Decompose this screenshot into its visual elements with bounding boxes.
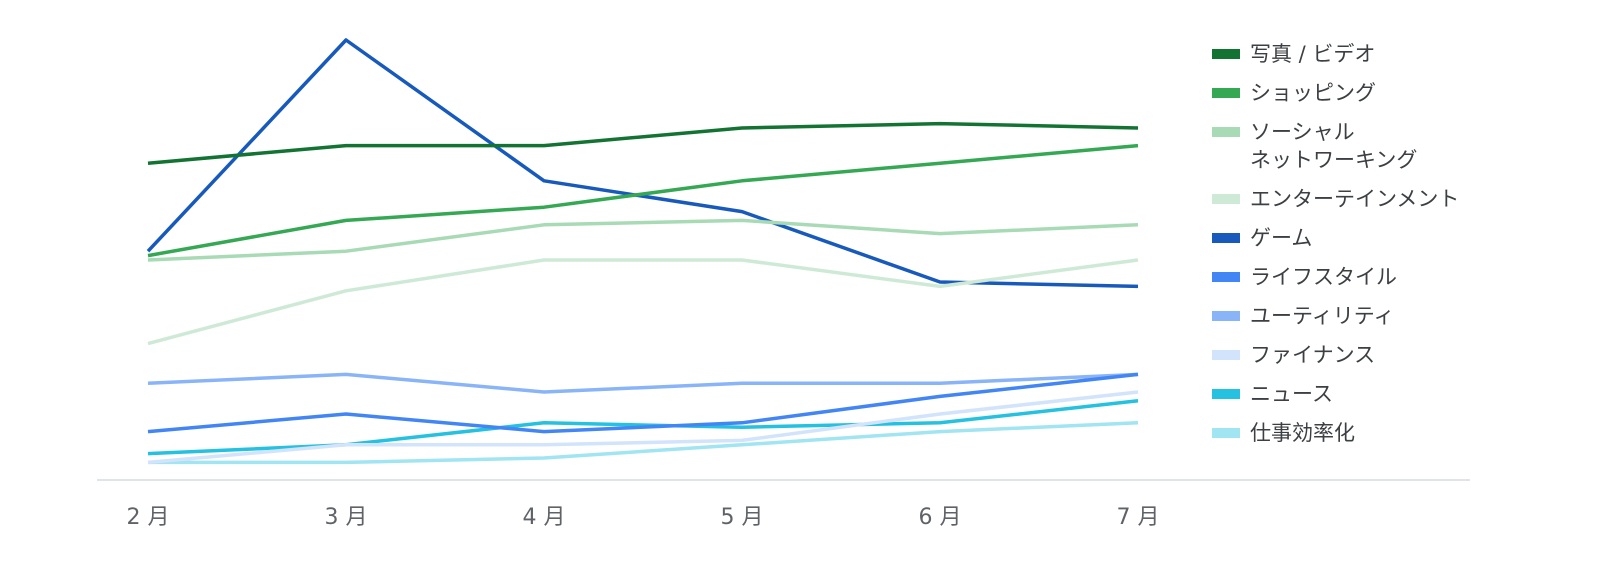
legend-item[interactable]: ニュース: [1212, 380, 1459, 408]
series-line: [147, 218, 1139, 262]
legend: 写真 / ビデオ ショッピングソーシャル ネットワーキングエンターテインメント ゲー…: [1212, 40, 1459, 458]
legend-item[interactable]: ユーティリティ: [1212, 302, 1459, 330]
series-line: [147, 390, 1139, 465]
legend-item[interactable]: ライフスタイル: [1212, 263, 1459, 291]
x-tick-label: 7 月: [1117, 505, 1160, 530]
legend-item[interactable]: ソーシャル ネットワーキング: [1212, 118, 1459, 174]
legend-item[interactable]: 写真 / ビデオ: [1212, 40, 1459, 68]
legend-label: ゲーム: [1250, 226, 1313, 250]
x-tick-label: 6 月: [919, 505, 962, 530]
x-tick-label: 5 月: [721, 505, 764, 530]
x-tick-label: 4 月: [523, 505, 566, 530]
legend-label: 写真 / ビデオ: [1250, 42, 1376, 66]
legend-swatch: [1212, 194, 1240, 204]
legend-label: ショッピング: [1250, 81, 1376, 105]
legend-label: ライフスタイル: [1250, 265, 1397, 289]
legend-label: ソーシャル ネットワーキング: [1250, 120, 1418, 172]
legend-label: ファイナンス: [1250, 343, 1376, 367]
legend-swatch: [1212, 127, 1240, 137]
series-line: [147, 258, 1139, 346]
legend-label: 仕事効率化: [1250, 421, 1355, 445]
legend-swatch: [1212, 88, 1240, 98]
legend-item[interactable]: ファイナンス: [1212, 341, 1459, 369]
series-line: [147, 143, 1139, 258]
legend-item[interactable]: エンターテインメント: [1212, 185, 1459, 213]
series-line: [148, 421, 1139, 465]
series-line: [146, 38, 1139, 289]
legend-swatch: [1212, 49, 1240, 59]
legend-swatch: [1212, 389, 1240, 399]
legend-swatch: [1212, 272, 1240, 282]
x-tick-label: 3 月: [325, 505, 368, 530]
legend-swatch: [1212, 311, 1240, 321]
x-tick-label: 2 月: [127, 505, 170, 530]
series-line: [147, 372, 1139, 434]
legend-item[interactable]: 仕事効率化: [1212, 419, 1459, 447]
legend-item[interactable]: ゲーム: [1212, 224, 1459, 252]
legend-label: エンターテインメント: [1250, 187, 1460, 211]
series-line: [147, 372, 1139, 394]
legend-swatch: [1212, 350, 1240, 360]
legend-swatch: [1212, 233, 1240, 243]
legend-swatch: [1212, 428, 1240, 438]
legend-label: ユーティリティ: [1250, 304, 1395, 328]
legend-item[interactable]: ショッピング: [1212, 79, 1459, 107]
series-line: [147, 121, 1139, 165]
legend-label: ニュース: [1250, 382, 1333, 406]
